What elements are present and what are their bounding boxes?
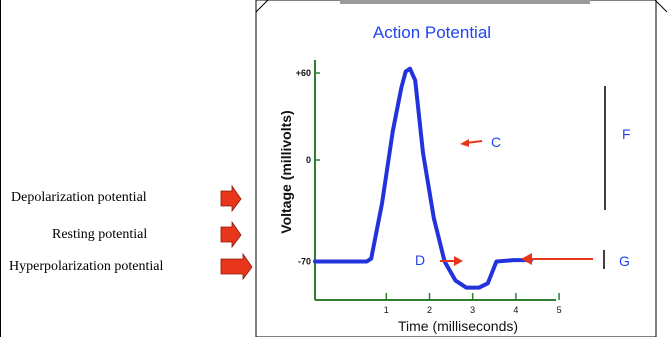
hyperpolarization-arrow xyxy=(220,252,253,281)
label-d: D xyxy=(415,252,425,268)
annotation-c: C xyxy=(460,134,501,150)
annotation-d: D xyxy=(415,252,463,268)
x-tick-label: 1 xyxy=(384,305,389,315)
x-axis-label: Time (milliseconds) xyxy=(398,318,518,334)
arrow-d-head xyxy=(454,256,463,266)
x-tick-label: 5 xyxy=(557,305,562,315)
annotation-g: G xyxy=(521,250,630,269)
x-tick-label: 4 xyxy=(513,305,518,315)
y-tick-label: 0 xyxy=(306,155,311,165)
x-tick-label: 3 xyxy=(470,305,475,315)
chart-title: Action Potential xyxy=(373,23,491,42)
label-resting: Resting potential xyxy=(52,227,147,242)
label-f: F xyxy=(622,126,631,142)
y-tick-label: +60 xyxy=(296,68,311,78)
x-ticks: 1 2 3 4 5 xyxy=(384,293,562,315)
arrow-g-head xyxy=(521,253,532,265)
label-depolarization: Depolarization potential xyxy=(11,190,147,205)
x-tick-label: 2 xyxy=(427,305,432,315)
label-hyperpolarization: Hyperpolarization potential xyxy=(9,259,163,274)
label-c: C xyxy=(491,134,501,150)
y-tick-label: -70 xyxy=(298,257,311,267)
panel-left-edge xyxy=(255,0,269,13)
y-axis-label: Voltage (millivolts) xyxy=(278,110,294,233)
action-potential-curve xyxy=(313,66,533,290)
arrow-c-head xyxy=(460,139,469,147)
depolarization-arrow xyxy=(220,184,242,213)
resting-arrow xyxy=(220,220,242,249)
label-g: G xyxy=(619,253,630,269)
panel-right-edge xyxy=(654,0,668,13)
